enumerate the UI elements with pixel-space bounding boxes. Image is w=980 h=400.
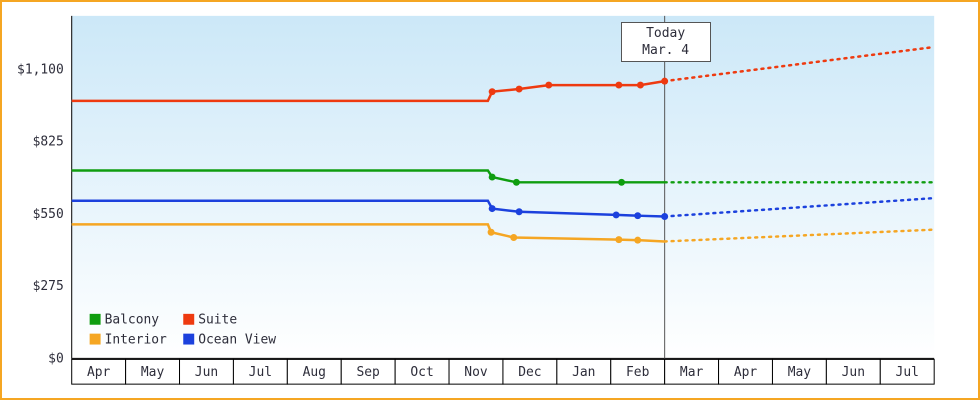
suite-legend-label: Suite [198,313,237,328]
x-axis-month-label: Jan [572,365,595,380]
today-marker-label: Today Mar. 4 [620,22,711,62]
axis-lines [71,15,935,359]
x-axis-month-label: Jul [896,365,919,380]
ocean-view-marker [612,211,620,219]
x-axis-month-label: Oct [410,365,433,380]
y-axis-label: $275 [33,279,64,294]
x-axis-month-cell [556,358,612,385]
y-axis-label: $1,100 [17,62,64,77]
plot-area [71,15,935,359]
balcony-marker [618,178,626,186]
x-axis-month-cell [825,358,881,385]
x-axis-month-label: Nov [464,365,488,380]
x-axis-month-label: Jul [249,365,272,380]
x-axis-month-cell [771,358,827,385]
x-axis-month-cell [502,358,558,385]
balcony-price-line [71,169,665,184]
suite-marker [515,85,523,93]
x-axis-month-cell [718,358,773,385]
y-axis-label: $0 [48,351,64,366]
x-axis-month-cell [125,358,181,385]
ocean-view-marker [661,213,669,220]
x-axis-month-label: Jun [842,365,865,380]
today-label: Today [646,26,686,41]
suite-marker [615,81,623,89]
ocean-view-legend-label: Ocean View [198,333,276,348]
ocean-view-marker [634,212,642,220]
interior-marker [487,228,495,236]
interior-legend-label: Interior [105,333,168,348]
ocean-view-forecast-line [663,196,936,218]
y-axis-label: $550 [33,207,64,222]
today-date: Mar. 4 [642,43,690,58]
interior-legend-swatch [89,333,101,345]
ocean-view-marker [488,205,496,213]
suite-marker [488,88,496,96]
y-axis-label: $825 [33,135,64,150]
ocean-view-marker [515,208,523,216]
x-axis-month-label: Dec [518,365,541,380]
x-axis-month-label: Mar [680,365,704,380]
balcony-marker [488,173,496,181]
x-axis-month-cell [879,358,935,385]
ocean-view-legend-swatch [183,333,195,345]
balcony-legend-swatch [89,313,101,325]
suite-marker [636,81,644,89]
x-axis-month-cell [179,358,234,385]
x-axis-month-label: Sep [357,365,380,380]
interior-marker [615,236,623,244]
balcony-marker [512,178,520,186]
x-axis-month-label: Jun [195,365,218,380]
x-axis-month-cell [610,358,666,385]
x-axis-month-label: May [788,365,812,380]
balcony-legend-label: Balcony [105,313,160,328]
suite-legend-swatch [183,313,195,325]
x-axis-month-label: May [141,365,165,380]
interior-marker [634,236,642,244]
suite-price-line [71,79,665,103]
x-axis-month-label: Apr [87,365,111,380]
x-axis-month-label: Apr [734,365,758,380]
suite-marker [545,81,553,89]
suite-marker [661,77,669,85]
interior-forecast-line [663,228,936,243]
x-axis-month-label: Aug [303,365,326,380]
interior-marker [510,234,518,241]
x-axis-month-label: Feb [626,365,649,380]
